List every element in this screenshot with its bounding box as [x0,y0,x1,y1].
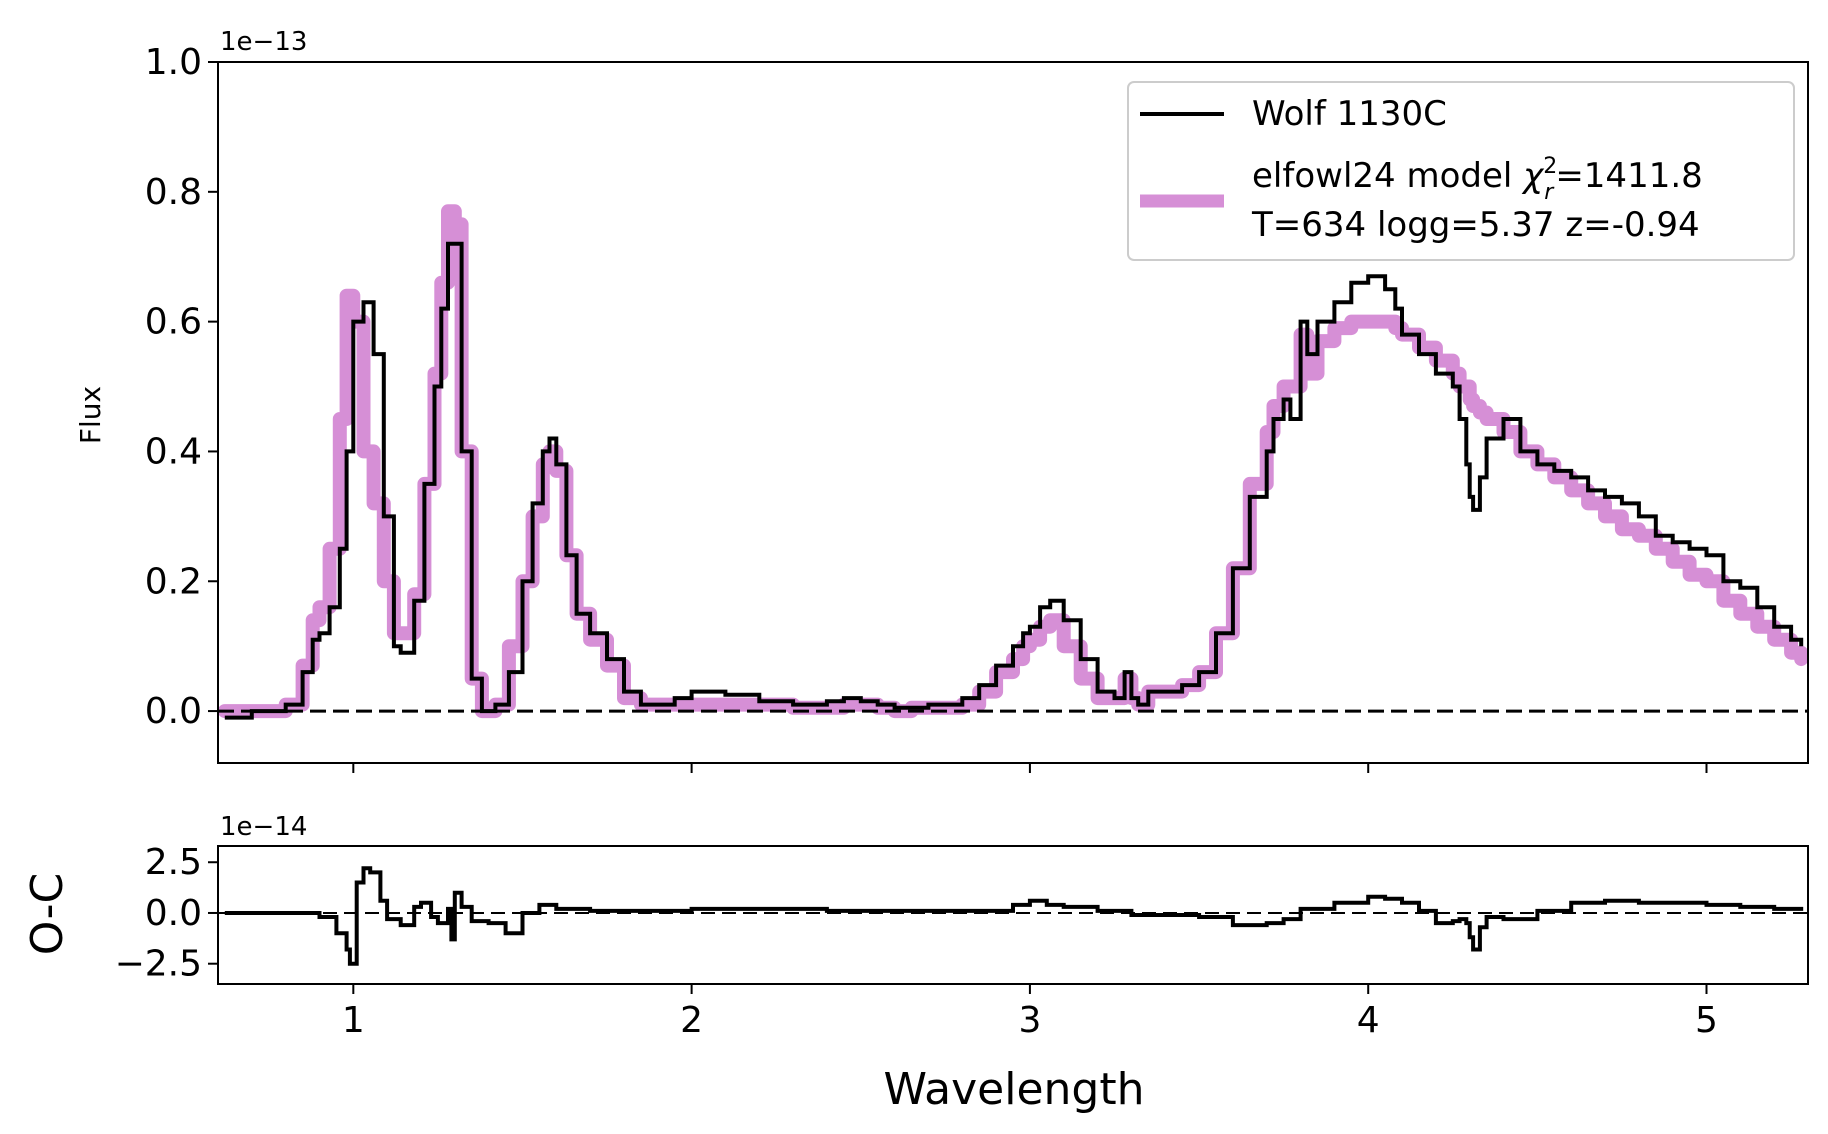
legend-model-chi-value: =1411.8 [1555,156,1702,196]
legend-label-model-line2: T=634 logg=5.37 z=-0.94 [1251,205,1700,245]
x-tick-label: 3 [1018,1000,1041,1041]
main-y-tick-label: 0.8 [145,172,202,213]
legend-model-chi-superscript: 2 [1543,154,1557,179]
main-y-tick-label: 0.4 [145,431,202,472]
main-y-axis-label: Flux [74,386,107,444]
main-data-layer [224,241,1804,720]
residual-axes-frame [217,845,1809,985]
legend-box [1127,81,1795,261]
x-tick-label: 5 [1695,1000,1718,1041]
residual-offset-text: 1e−14 [220,812,307,842]
x-axis-label: Wavelength [883,1064,1144,1115]
residual-y-tick-label: 2.5 [145,842,202,883]
main-panel: 0.0 0.2 0.4 0.6 0.8 1.0 1e−13 Flux Wolf 1130C… [74,27,1809,773]
main-y-tick-label: 0.2 [145,561,202,602]
residual-panel: 2.5 0.0 −2.5 1 2 3 4 5 1e−14 O-C Wavelength [22,812,1809,1115]
residual-data-layer [224,866,1804,966]
main-y-tick-label: 0.6 [145,302,202,343]
residual-y-axis-label: O-C [22,873,73,955]
main-x-ticks [352,763,1708,773]
legend-model-chi-subscript: r [1544,180,1555,205]
legend: Wolf 1130C elfowl24 model χ2 r=1411.8 T=6… [1127,81,1795,261]
main-y-ticks: 0.0 0.2 0.4 0.6 0.8 1.0 [145,42,218,732]
x-tick-label: 4 [1357,1000,1380,1041]
main-y-tick-label: 0.0 [145,691,202,732]
main-axes-frame [217,61,1809,764]
residual-y-tick-label: −2.5 [115,944,202,985]
residual-y-tick-label: 0.0 [145,893,202,934]
legend-label-model-line1: elfowl24 model χ2 r=1411.8 [1252,154,1703,205]
legend-model-prefix: elfowl24 model [1252,156,1523,196]
legend-model-chi-symbol: χ [1521,156,1545,196]
residual-x-ticks: 1 2 3 4 5 [342,984,1718,1041]
residual-y-ticks: 2.5 0.0 −2.5 [115,842,218,985]
x-tick-label: 1 [342,1000,365,1041]
series-wolf-1130c-line [224,241,1804,720]
legend-label-data: Wolf 1130C [1252,94,1447,134]
x-tick-label: 2 [680,1000,703,1041]
series-residual-line [224,866,1804,966]
main-y-tick-label: 1.0 [145,42,202,83]
main-offset-text: 1e−13 [220,27,307,57]
